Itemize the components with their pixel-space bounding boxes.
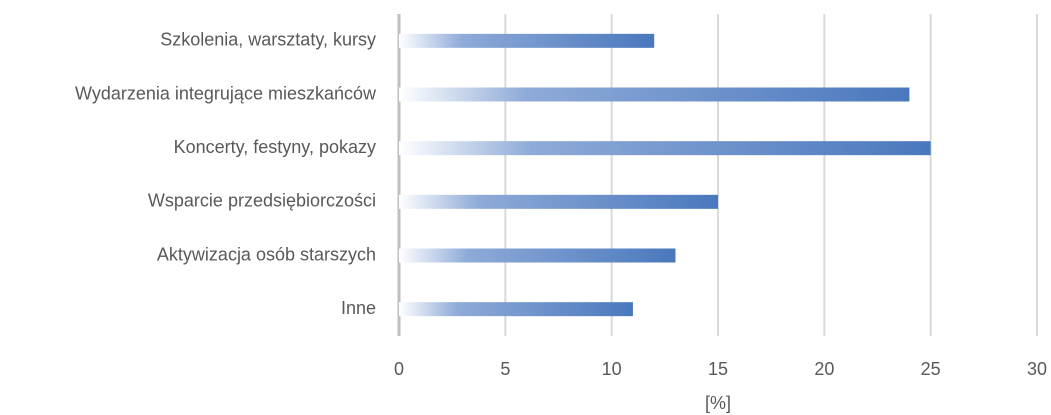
y-tick-label: Aktywizacja osób starszych (157, 244, 376, 264)
x-tick-label: 20 (814, 359, 834, 379)
bar (399, 194, 718, 209)
y-tick-label: Wydarzenia integrujące mieszkańców (75, 83, 377, 103)
bar (399, 33, 655, 48)
y-tick-label: Wsparcie przedsiębiorczości (148, 191, 376, 211)
bar (399, 87, 910, 102)
x-tick-label: 15 (708, 359, 728, 379)
y-tick-label: Szkolenia, warsztaty, kursy (160, 30, 376, 50)
bar (399, 141, 931, 156)
x-tick-label: 10 (602, 359, 622, 379)
y-tick-label: Koncerty, festyny, pokazy (174, 137, 376, 157)
bar (399, 302, 633, 317)
x-tick-label: 5 (500, 359, 510, 379)
bar (399, 248, 676, 263)
x-tick-label: 0 (394, 359, 404, 379)
y-tick-label: Inne (341, 298, 376, 318)
x-tick-label: 25 (921, 359, 941, 379)
x-axis-label: [%] (705, 393, 731, 413)
x-tick-label: 30 (1027, 359, 1047, 379)
